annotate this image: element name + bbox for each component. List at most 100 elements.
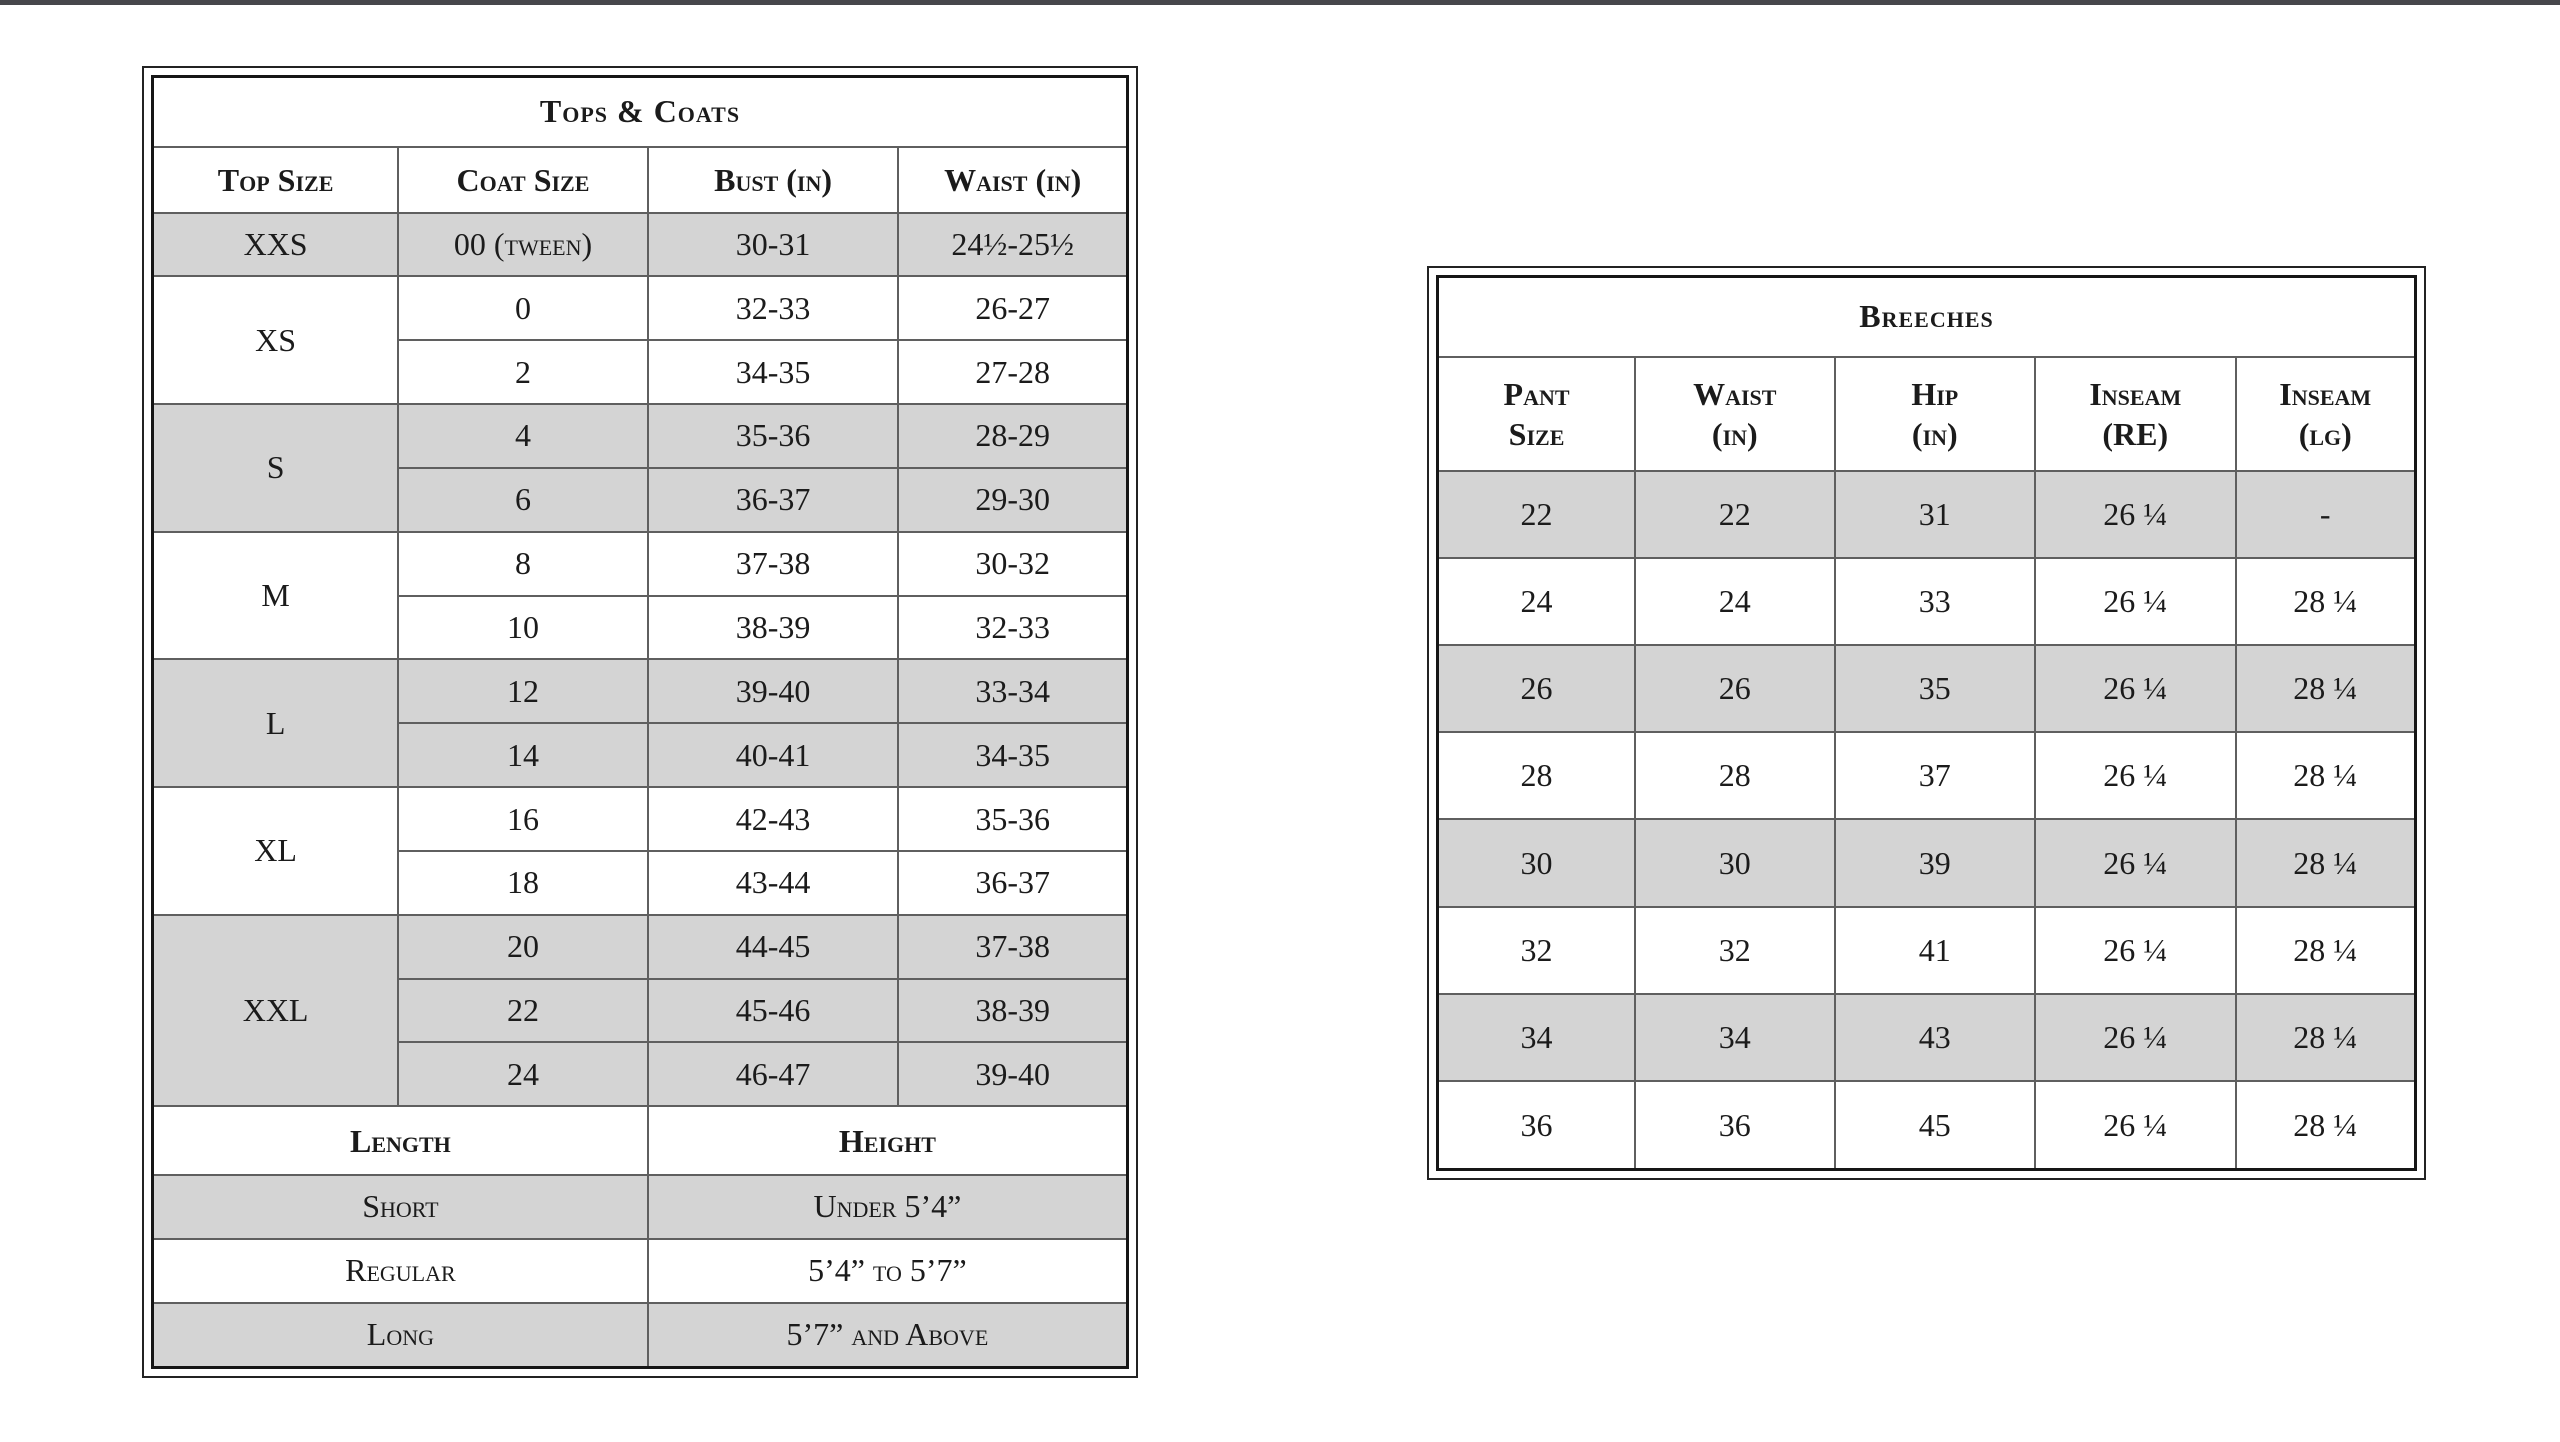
height-value-cell: 5’7” and Above <box>646 1301 1129 1369</box>
coat-size-cell: 18 <box>397 849 649 916</box>
tops-coats-title: Tops & Coats <box>151 75 1129 148</box>
bust-cell: 40-41 <box>646 722 900 789</box>
breeches-column-header: Hip (in) <box>1833 355 2037 472</box>
coat-size-cell: 6 <box>397 466 649 533</box>
bust-cell: 32-33 <box>646 275 900 342</box>
bust-cell: 45-46 <box>646 977 900 1044</box>
hip-cell: 43 <box>1833 992 2037 1083</box>
waist-cell: 29-30 <box>897 466 1129 533</box>
hip-cell: 39 <box>1833 818 2037 908</box>
bust-cell: 44-45 <box>646 913 900 980</box>
inseam-re-cell: 26 ¼ <box>2034 556 2237 646</box>
waist-cell: 27-28 <box>897 339 1129 406</box>
pant-size-cell: 28 <box>1436 731 1637 821</box>
inseam-lg-cell: 28 ¼ <box>2234 905 2417 995</box>
inseam-re-cell: 26 ¼ <box>2034 905 2237 995</box>
tops-column-header: Top Size <box>151 145 400 214</box>
hip-cell: 35 <box>1833 643 2037 734</box>
bust-cell: 42-43 <box>646 786 900 852</box>
pant-size-cell: 36 <box>1436 1080 1637 1171</box>
top-size-cell: M <box>151 530 400 661</box>
tops-coats-table-frame: Tops & Coats Top Size Coat Size Bust (in) W… <box>142 66 1138 1378</box>
inseam-re-cell: 26 ¼ <box>2034 1080 2237 1171</box>
breeches-table: Breeches Pant Size Waist (in) Hip (in) Inse… <box>1436 275 2417 1171</box>
inseam-lg-cell: 28 ¼ <box>2234 992 2417 1083</box>
waist-cell: 26 <box>1634 643 1836 734</box>
length-value-cell: Regular <box>151 1237 649 1304</box>
breeches-column-header: Inseam (lg) <box>2234 355 2417 472</box>
coat-size-cell: 14 <box>397 722 649 789</box>
bust-cell: 43-44 <box>646 849 900 916</box>
bust-cell: 30-31 <box>646 211 900 278</box>
bust-cell: 36-37 <box>646 466 900 533</box>
breeches-column-header: Pant Size <box>1436 355 1637 472</box>
inseam-lg-cell: 28 ¼ <box>2234 643 2417 734</box>
waist-cell: 35-36 <box>897 786 1129 852</box>
hip-cell: 33 <box>1833 556 2037 646</box>
pant-size-cell: 22 <box>1436 469 1637 559</box>
pant-size-cell: 30 <box>1436 818 1637 908</box>
tops-column-header: Bust (in) <box>646 145 900 214</box>
coat-size-cell: 00 (tween) <box>397 211 649 278</box>
waist-cell: 36 <box>1634 1080 1836 1171</box>
bust-cell: 38-39 <box>646 594 900 661</box>
waist-cell: 28 <box>1634 731 1836 821</box>
waist-cell: 37-38 <box>897 913 1129 980</box>
pant-size-cell: 32 <box>1436 905 1637 995</box>
height-value-cell: 5’4” to 5’7” <box>646 1237 1129 1304</box>
length-value-cell: Short <box>151 1174 649 1240</box>
waist-cell: 26-27 <box>897 275 1129 342</box>
bust-cell: 39-40 <box>646 658 900 725</box>
tops-coats-table: Tops & Coats Top Size Coat Size Bust (in) W… <box>151 75 1129 1369</box>
waist-cell: 30 <box>1634 818 1836 908</box>
coat-size-cell: 16 <box>397 786 649 852</box>
bust-cell: 35-36 <box>646 403 900 469</box>
coat-size-cell: 20 <box>397 913 649 980</box>
waist-cell: 36-37 <box>897 849 1129 916</box>
bust-cell: 37-38 <box>646 530 900 597</box>
inseam-lg-cell: 28 ¼ <box>2234 556 2417 646</box>
inseam-re-cell: 26 ¼ <box>2034 818 2237 908</box>
waist-cell: 39-40 <box>897 1041 1129 1108</box>
hip-cell: 37 <box>1833 731 2037 821</box>
breeches-title: Breeches <box>1436 275 2417 358</box>
tops-column-header: Coat Size <box>397 145 649 214</box>
top-size-cell: XL <box>151 786 400 916</box>
inseam-re-cell: 26 ¼ <box>2034 469 2237 559</box>
breeches-column-header: Waist (in) <box>1634 355 1836 472</box>
waist-cell: 38-39 <box>897 977 1129 1044</box>
window-top-border <box>0 0 2560 5</box>
hip-cell: 45 <box>1833 1080 2037 1171</box>
height-header: Height <box>646 1105 1129 1177</box>
inseam-lg-cell: 28 ¼ <box>2234 731 2417 821</box>
coat-size-cell: 24 <box>397 1041 649 1108</box>
waist-cell: 33-34 <box>897 658 1129 725</box>
breeches-column-header: Inseam (RE) <box>2034 355 2237 472</box>
hip-cell: 31 <box>1833 469 2037 559</box>
waist-cell: 22 <box>1634 469 1836 559</box>
coat-size-cell: 12 <box>397 658 649 725</box>
top-size-cell: L <box>151 658 400 789</box>
waist-cell: 28-29 <box>897 403 1129 469</box>
top-size-cell: XXL <box>151 913 400 1108</box>
inseam-re-cell: 26 ¼ <box>2034 731 2237 821</box>
length-value-cell: Long <box>151 1301 649 1369</box>
waist-cell: 32 <box>1634 905 1836 995</box>
coat-size-cell: 0 <box>397 275 649 342</box>
inseam-lg-cell: 28 ¼ <box>2234 818 2417 908</box>
length-header: Length <box>151 1105 649 1177</box>
waist-cell: 34-35 <box>897 722 1129 789</box>
breeches-table-frame: Breeches Pant Size Waist (in) Hip (in) Inse… <box>1427 266 2426 1180</box>
inseam-re-cell: 26 ¼ <box>2034 992 2237 1083</box>
height-value-cell: Under 5’4” <box>646 1174 1129 1240</box>
hip-cell: 41 <box>1833 905 2037 995</box>
coat-size-cell: 22 <box>397 977 649 1044</box>
coat-size-cell: 2 <box>397 339 649 406</box>
coat-size-cell: 4 <box>397 403 649 469</box>
pant-size-cell: 24 <box>1436 556 1637 646</box>
bust-cell: 46-47 <box>646 1041 900 1108</box>
coat-size-cell: 8 <box>397 530 649 597</box>
coat-size-cell: 10 <box>397 594 649 661</box>
waist-cell: 24 <box>1634 556 1836 646</box>
